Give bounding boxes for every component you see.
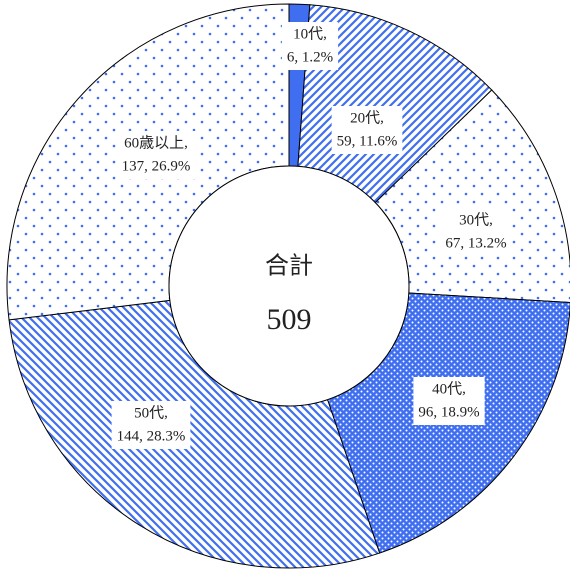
center-value: 509: [267, 303, 312, 336]
data-label: 50代, 144, 28.3%: [111, 401, 191, 449]
center-title: 合計: [265, 253, 313, 280]
label-background: [331, 106, 403, 154]
value-label: 59, 11.6%: [337, 133, 398, 149]
label-background: [281, 22, 339, 70]
value-label: 137, 26.9%: [122, 158, 191, 174]
separator: ,: [462, 381, 466, 397]
data-label: 40代, 96, 18.9%: [413, 377, 485, 425]
separator: ,: [323, 26, 327, 42]
data-label: 10代, 6, 1.2%: [281, 22, 339, 70]
label-background: [440, 208, 512, 256]
separator: ,: [184, 135, 188, 151]
donut-hole: [168, 165, 410, 407]
data-label: 30代, 67, 13.2%: [440, 208, 512, 256]
category-label: 20代,: [350, 109, 384, 126]
label-background: [413, 377, 485, 425]
data-label: 20代, 59, 11.6%: [331, 106, 403, 154]
data-label: 60歳以上, 137, 26.9%: [116, 131, 196, 179]
labels: 10代, 6, 1.2% 20代, 59, 11.6% 30代, 67, 13.2% 40代…: [111, 22, 512, 449]
category-label: 60歳以上,: [124, 134, 188, 151]
category-label: 10代,: [293, 25, 327, 42]
separator: ,: [164, 405, 168, 421]
category-label: 40代,: [432, 380, 466, 397]
label-background: [116, 131, 196, 179]
value-label: 6, 1.2%: [287, 49, 333, 65]
separator: ,: [489, 212, 493, 228]
separator: ,: [380, 110, 384, 126]
category-label: 50代,: [134, 404, 168, 421]
label-background: [111, 401, 191, 449]
value-label: 67, 13.2%: [445, 235, 506, 251]
value-label: 96, 18.9%: [418, 404, 479, 420]
value-label: 144, 28.3%: [117, 428, 186, 444]
category-label: 30代,: [459, 211, 493, 228]
